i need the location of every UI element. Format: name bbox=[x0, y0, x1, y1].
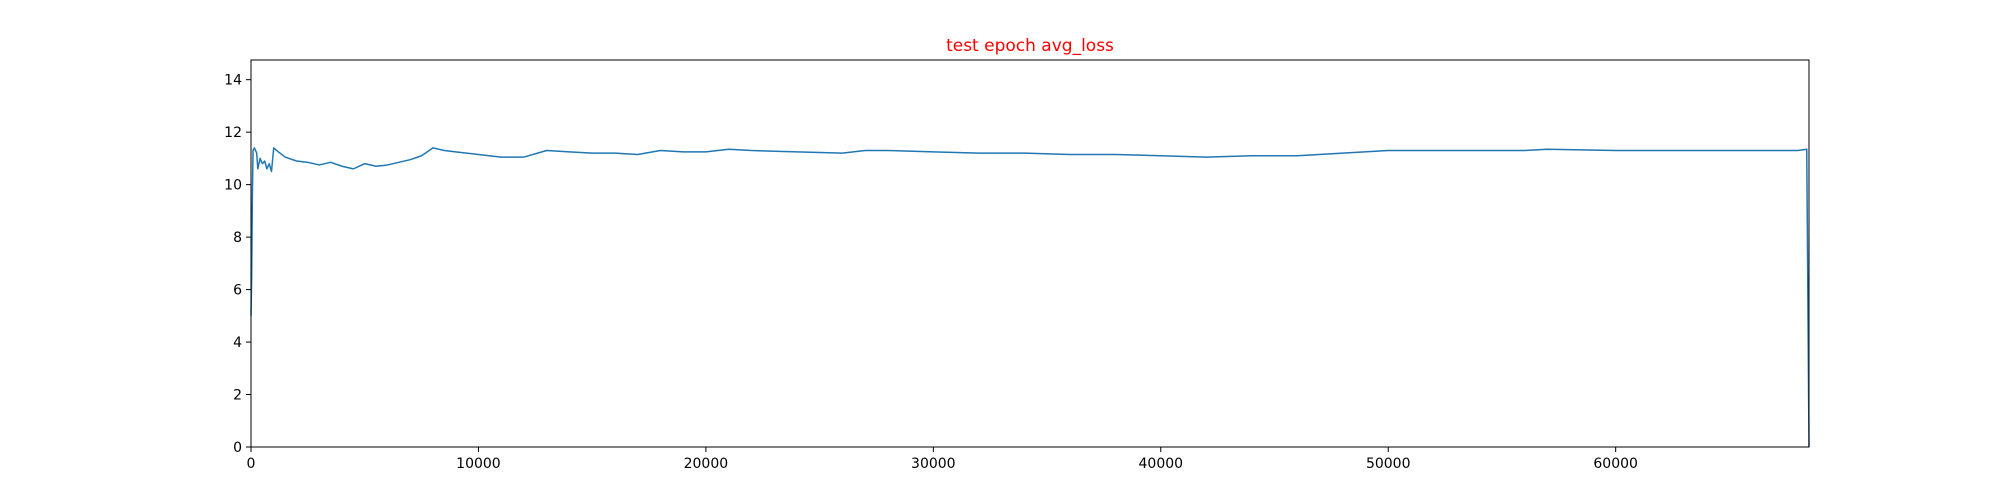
chart-title: test epoch avg_loss bbox=[946, 36, 1114, 56]
y-tick-label: 12 bbox=[224, 125, 242, 141]
y-tick-label: 2 bbox=[233, 388, 242, 404]
x-tick-label: 0 bbox=[247, 456, 256, 472]
y-tick-label: 6 bbox=[233, 283, 242, 299]
y-tick-label: 8 bbox=[233, 230, 242, 246]
series-line-0 bbox=[250, 147, 1810, 448]
x-tick-label: 30000 bbox=[911, 456, 956, 472]
x-tick-label: 40000 bbox=[1139, 456, 1184, 472]
y-tick-label: 10 bbox=[224, 178, 242, 194]
x-axis-ticks: 0 10000 20000 30000 40000 50000 60000 bbox=[247, 447, 1638, 472]
x-tick-label: 50000 bbox=[1366, 456, 1411, 472]
y-tick-label: 14 bbox=[224, 73, 242, 89]
x-tick-label: 60000 bbox=[1593, 456, 1638, 472]
x-tick-label: 10000 bbox=[456, 456, 501, 472]
series-layer bbox=[250, 147, 1810, 448]
plot-area-frame bbox=[250, 59, 1810, 448]
x-tick-label: 20000 bbox=[684, 456, 729, 472]
y-tick-label: 0 bbox=[233, 440, 242, 456]
y-tick-label: 4 bbox=[233, 335, 242, 351]
y-axis-ticks: 0 2 4 6 8 10 12 14 bbox=[224, 73, 251, 456]
